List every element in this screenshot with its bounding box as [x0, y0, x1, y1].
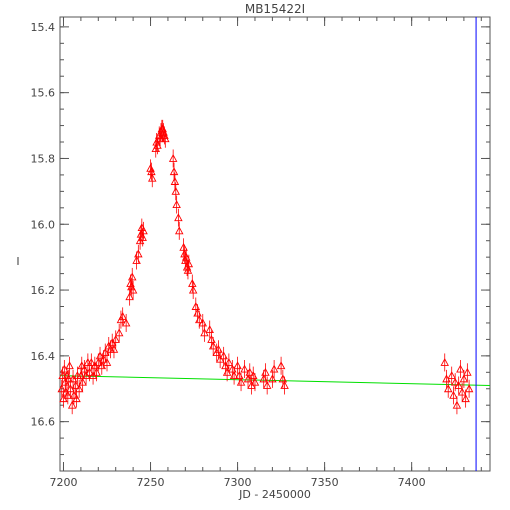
data-point: [168, 154, 178, 162]
data-point: [447, 371, 456, 380]
data-point: [171, 186, 181, 195]
data-point: [67, 400, 77, 409]
y-axis-label: I: [16, 255, 19, 268]
data-point: [188, 279, 197, 287]
data-point: [139, 226, 148, 235]
x-axis-ticks: 7200 7250 7300 7350 7400: [49, 17, 482, 489]
data-point: [454, 381, 463, 389]
data-point: [170, 177, 180, 185]
y-tick-label: 15.6: [31, 87, 56, 100]
data-point: [128, 285, 138, 294]
plot-frame: [59, 16, 491, 472]
data-point: [443, 384, 453, 393]
x-tick-label: 7250: [137, 476, 165, 489]
x-tick-label: 7350: [311, 476, 339, 489]
data-point: [456, 364, 465, 373]
y-tick-label: 16.4: [31, 350, 56, 363]
data-point: [240, 364, 249, 373]
data-points-layer: [57, 119, 474, 415]
data-point: [174, 213, 183, 222]
data-point: [205, 325, 214, 333]
data-point: [69, 390, 79, 399]
data-point: [134, 249, 143, 258]
y-axis-ticks: 15.4 15.6 15.8 16.0 16.2 16.4 16.6: [31, 21, 490, 456]
data-point: [262, 381, 272, 389]
data-point: [87, 357, 96, 366]
y-tick-label: 16.0: [31, 218, 56, 231]
data-point: [440, 357, 449, 366]
data-point: [463, 367, 472, 376]
data-point: [147, 167, 156, 176]
data-point: [109, 344, 119, 353]
data-point: [160, 130, 169, 139]
y-tick-label: 16.6: [31, 416, 56, 429]
data-point: [102, 357, 112, 366]
data-point: [148, 173, 157, 182]
data-point: [250, 377, 260, 386]
data-point: [138, 232, 147, 241]
data-point: [183, 265, 193, 274]
data-point: [74, 384, 84, 393]
data-point: [464, 384, 474, 393]
data-point: [268, 374, 277, 383]
data-point: [459, 374, 469, 383]
data-point: [449, 390, 458, 399]
x-tick-label: 7400: [398, 476, 426, 489]
y-tick-label: 15.4: [31, 21, 56, 34]
data-point: [57, 384, 66, 393]
data-point: [280, 381, 289, 389]
chart-title: MB15422I: [245, 2, 305, 16]
data-point: [121, 318, 131, 327]
data-point: [269, 364, 279, 373]
data-point: [65, 361, 74, 370]
data-point: [172, 200, 181, 208]
data-point: [452, 400, 462, 409]
data-point: [188, 285, 198, 294]
data-point: [125, 292, 134, 301]
y-tick-label: 15.8: [31, 152, 56, 165]
data-point: [78, 377, 87, 386]
data-point: [214, 344, 223, 353]
data-point: [146, 163, 155, 172]
data-point: [261, 367, 270, 376]
data-point: [224, 357, 234, 366]
data-point: [461, 394, 470, 403]
data-point: [181, 252, 191, 261]
data-point: [92, 367, 101, 376]
data-point: [219, 351, 228, 360]
data-point: [229, 371, 239, 380]
data-point: [64, 374, 73, 383]
data-point: [71, 381, 80, 389]
data-point: [85, 367, 94, 376]
data-point: [72, 394, 81, 403]
data-point: [184, 259, 194, 268]
data-point: [195, 315, 204, 324]
data-point: [111, 334, 120, 343]
data-point: [169, 167, 179, 176]
data-point: [153, 140, 162, 149]
data-point: [118, 311, 127, 320]
data-point: [179, 242, 188, 251]
x-tick-label: 7300: [224, 476, 252, 489]
data-point: [457, 387, 467, 396]
data-point: [233, 361, 242, 370]
data-point: [245, 367, 255, 376]
data-point: [127, 272, 137, 281]
data-point: [161, 134, 170, 143]
x-tick-label: 7200: [49, 476, 77, 489]
data-point: [236, 377, 246, 386]
data-point: [174, 226, 184, 235]
data-point: [198, 318, 208, 327]
data-point: [450, 377, 460, 386]
data-point: [77, 361, 87, 370]
data-point: [114, 328, 124, 337]
data-point: [208, 341, 218, 350]
x-axis-label: JD - 2450000: [238, 488, 311, 501]
data-point: [276, 361, 286, 370]
y-tick-label: 16.2: [31, 284, 56, 297]
data-point: [63, 390, 73, 399]
